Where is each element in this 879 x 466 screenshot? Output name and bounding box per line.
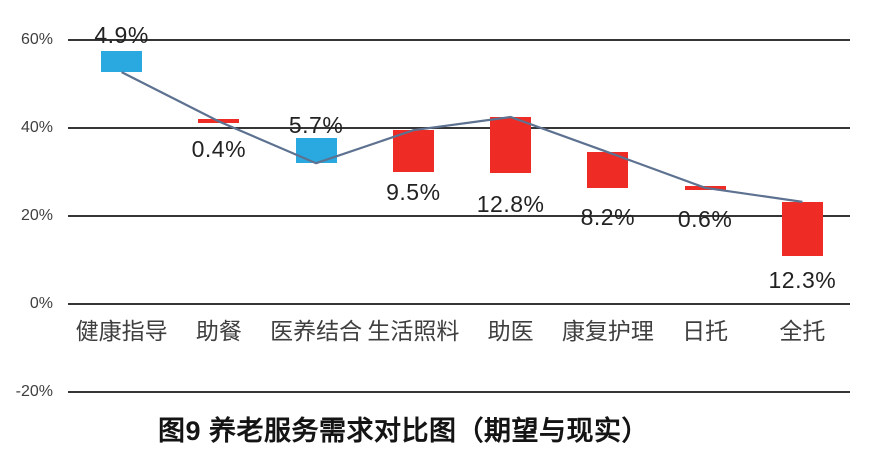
bar-dash-2 bbox=[198, 119, 240, 124]
value-label-8: 12.3% bbox=[768, 267, 837, 294]
bar-5 bbox=[490, 117, 532, 174]
value-label-1: 4.9% bbox=[94, 21, 149, 48]
bar-8 bbox=[781, 201, 823, 257]
gridline--20pct bbox=[68, 391, 850, 393]
value-label-2: 0.4% bbox=[191, 136, 247, 163]
category-label-6: 康复护理 bbox=[561, 318, 654, 344]
y-axis-tick-label: -20% bbox=[15, 383, 53, 400]
category-label-4: 生活照料 bbox=[367, 318, 460, 344]
category-label-8: 全托 bbox=[779, 318, 826, 344]
gridline-20pct bbox=[68, 215, 850, 217]
category-label-5: 助医 bbox=[487, 318, 534, 344]
value-label-7: 0.6% bbox=[677, 205, 733, 232]
category-label-3: 医养结合 bbox=[270, 318, 363, 344]
category-label-7: 日托 bbox=[682, 318, 729, 344]
bar-3 bbox=[295, 138, 337, 164]
category-label-1: 健康指导 bbox=[75, 318, 168, 344]
y-axis-tick-label: 20% bbox=[20, 207, 53, 224]
value-label-3: 5.7% bbox=[288, 112, 344, 139]
gridline-0pct bbox=[68, 303, 850, 305]
y-axis-tick-label: 0% bbox=[29, 295, 53, 312]
value-label-6: 8.2% bbox=[580, 204, 636, 231]
bar-1 bbox=[101, 50, 143, 73]
y-axis-tick-label: 40% bbox=[20, 119, 53, 136]
y-axis-tick-label: 60% bbox=[20, 31, 53, 48]
category-label-2: 助餐 bbox=[195, 318, 242, 344]
bar-4 bbox=[392, 130, 434, 172]
gridline-40pct bbox=[68, 127, 850, 129]
bar-dash-7 bbox=[684, 185, 726, 190]
gridline-60pct bbox=[68, 39, 850, 41]
chart-title: 图9 养老服务需求对比图（期望与现实） bbox=[157, 416, 650, 446]
bar-6 bbox=[587, 152, 629, 189]
